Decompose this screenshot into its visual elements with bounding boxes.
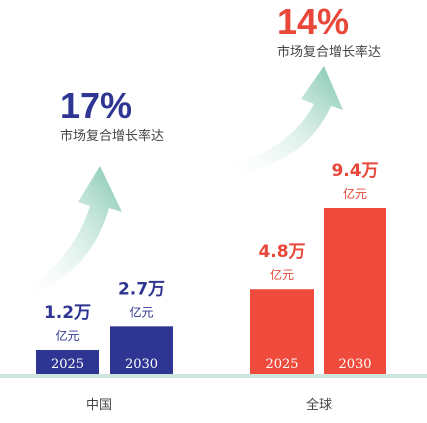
group-label-global: 全球 <box>306 397 332 413</box>
group-label-china: 中国 <box>86 398 112 413</box>
bar <box>250 289 314 374</box>
bar <box>36 350 99 374</box>
unit-label: 亿元 <box>270 267 294 282</box>
baseline <box>0 374 427 378</box>
growth-arrow-icon <box>222 66 343 176</box>
unit-label: 亿元 <box>343 186 367 201</box>
category-label: 2030 <box>338 357 371 372</box>
unit-label: 亿元 <box>55 328 79 343</box>
bar <box>324 208 386 374</box>
category-label: 2025 <box>265 357 298 372</box>
category-label: 2030 <box>125 357 158 372</box>
growth-arrow-icon <box>20 166 122 300</box>
unit-label: 亿元 <box>129 304 153 319</box>
bar <box>110 326 173 374</box>
category-label: 2025 <box>51 357 84 372</box>
value-label: 2.7万 <box>118 279 165 299</box>
cagr-value-global: 14% <box>277 1 349 42</box>
cagr-caption-global: 市场复合增长率达 <box>277 44 381 60</box>
cagr-value-china: 17% <box>60 85 132 126</box>
value-label: 4.8万 <box>258 242 305 262</box>
value-label: 1.2万 <box>44 303 91 323</box>
cagr-caption-china: 市场复合增长率达 <box>60 128 164 144</box>
value-label: 9.4万 <box>331 161 378 181</box>
